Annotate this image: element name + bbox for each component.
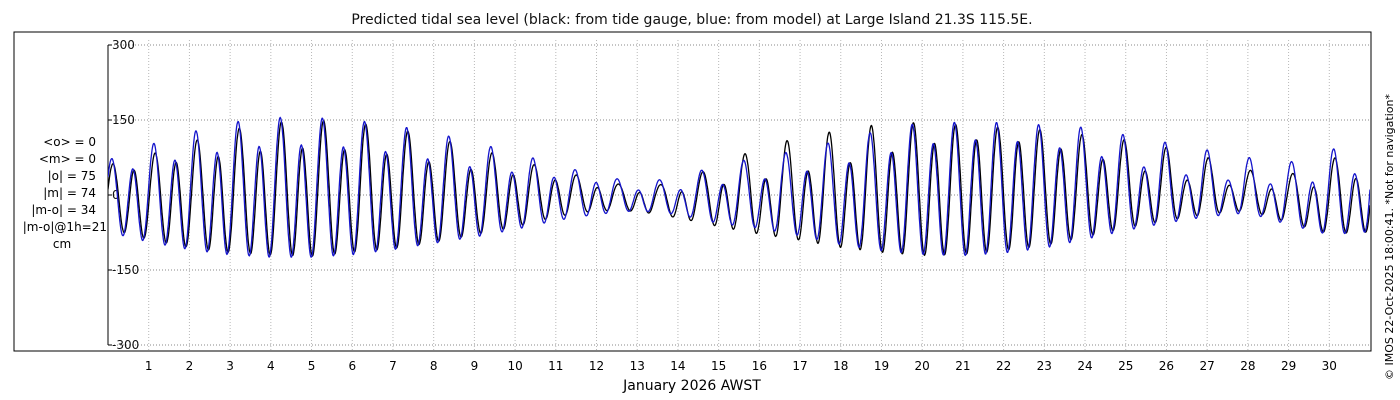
y-axis: 300 150 0 -150 -300 (107, 38, 139, 352)
x-tick-label: 12 (589, 359, 604, 373)
x-tick-label: 13 (630, 359, 645, 373)
x-tick-label: 18 (833, 359, 848, 373)
copyright-note: © IMOS 22-Oct-2025 18:00:41. *Not for na… (1383, 94, 1396, 380)
stat-abs-observed: |o| = 75 (48, 169, 96, 183)
stat-abs-model: |m| = 74 (43, 186, 96, 200)
stats-block: <o> = 0 <m> = 0 |o| = 75 |m| = 74 |m-o| … (23, 135, 107, 251)
x-tick-label: 17 (792, 359, 807, 373)
y-tick-label: -300 (112, 338, 139, 352)
x-tick-label: 4 (267, 359, 275, 373)
x-tick-label: 14 (670, 359, 685, 373)
x-tick-label: 22 (996, 359, 1011, 373)
figure-frame (13, 31, 1372, 352)
x-tick-label: 5 (308, 359, 316, 373)
x-tick-label: 8 (430, 359, 438, 373)
x-tick-label: 25 (1118, 359, 1133, 373)
y-tick-label: -150 (112, 263, 139, 277)
x-tick-label: 24 (1077, 359, 1092, 373)
x-tick-label: 23 (1037, 359, 1052, 373)
stat-abs-diff: |m-o| = 34 (31, 203, 96, 217)
x-tick-label: 1 (145, 359, 153, 373)
x-tick-label: 30 (1322, 359, 1337, 373)
x-tick-label: 15 (711, 359, 726, 373)
x-tick-label: 19 (874, 359, 889, 373)
y-tick-label: 150 (112, 113, 135, 127)
x-tick-label: 10 (507, 359, 522, 373)
series-tide-gauge-line (108, 120, 1370, 258)
x-tick-label: 9 (471, 359, 479, 373)
stat-abs-diff-1h: |m-o|@1h=21 (23, 220, 107, 234)
chart-title: Predicted tidal sea level (black: from t… (351, 12, 1032, 28)
series-model-line (108, 116, 1370, 258)
x-tick-label: 29 (1281, 359, 1296, 373)
x-tick-label: 21 (955, 359, 970, 373)
x-tick-label: 3 (226, 359, 234, 373)
x-axis-label: January 2026 AWST (622, 378, 761, 394)
x-tick-label: 6 (348, 359, 356, 373)
y-tick-label: 300 (112, 38, 135, 52)
stat-unit: cm (53, 237, 71, 251)
x-tick-label: 27 (1200, 359, 1215, 373)
x-tick-label: 16 (752, 359, 767, 373)
x-tick-label: 28 (1240, 359, 1255, 373)
stat-mean-observed: <o> = 0 (43, 135, 96, 149)
x-tick-labels: 1 2 3 4 5 6 7 8 9 10 11 12 13 14 15 16 17 18 19 20 21 22 23 24 2… (145, 359, 1337, 373)
x-tick-label: 7 (389, 359, 397, 373)
x-tick-label: 20 (915, 359, 930, 373)
x-tick-label: 2 (186, 359, 194, 373)
x-tick-label: 26 (1159, 359, 1174, 373)
y-tick-label: 0 (112, 188, 120, 202)
x-tick-label: 11 (548, 359, 563, 373)
stat-mean-model: <m> = 0 (39, 152, 96, 166)
